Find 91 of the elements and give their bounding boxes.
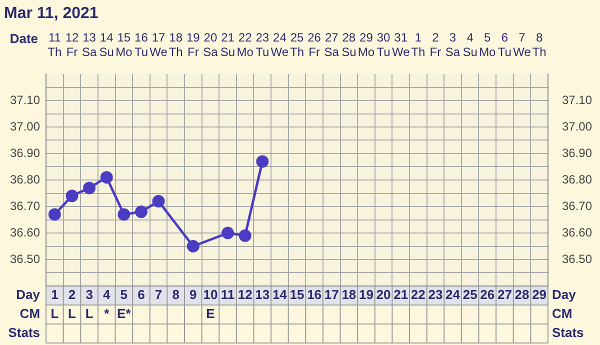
x2-tick-label: 19 Fr	[186, 30, 200, 60]
x-axis-title: Day	[552, 287, 577, 302]
x-tick-label: 15	[290, 287, 304, 302]
x-tick-label: 27	[497, 287, 512, 302]
x-tick-label: 12	[238, 287, 252, 302]
x-tick-label: 5 E*	[117, 287, 132, 322]
x2-tick-label: 6 Tu	[498, 30, 512, 60]
x2-tick-label: 4 Su	[462, 30, 478, 60]
point	[118, 208, 130, 221]
y-tick-label: 36.90	[10, 146, 40, 160]
x2-tick-label: 21 Su	[220, 30, 236, 60]
x2-tick-label: 15 Mo	[116, 30, 133, 60]
x-tick-label: 10 E	[203, 287, 218, 322]
y-tick-label: 36.60	[10, 225, 40, 240]
x2-tick-label: 24 We	[270, 30, 289, 60]
y2-tick-label: 36.90	[562, 146, 592, 160]
text: Stats	[8, 325, 40, 340]
x-tick-label: 22	[410, 287, 426, 302]
x-tick-label: 28	[514, 287, 530, 302]
x2-tick-label: 12 Fr	[65, 30, 79, 60]
x2-tick-label: 8 Th	[532, 30, 546, 60]
x2-tick-label: 22 Mo	[236, 30, 254, 60]
text: Stats	[552, 325, 584, 340]
x2-tick-label: 14 Su	[99, 30, 114, 60]
x-tick-label: 13	[255, 287, 270, 302]
x2-tick-label: 27 Sa	[324, 30, 340, 60]
x-tick-label: 20	[376, 287, 391, 302]
y2-tick-label: 36.80	[562, 172, 592, 186]
x-tick-label: 11	[220, 287, 235, 302]
x-tick-label: 19	[359, 287, 374, 302]
x2-tick-label: 16 Tu	[134, 30, 148, 60]
x-tick-label: 21	[394, 287, 408, 302]
point	[222, 226, 234, 240]
x2-tick-label: 13 Sa	[82, 30, 97, 60]
x-tick-label: 17	[324, 287, 339, 302]
x2-tick-label: 3 Sa	[445, 30, 460, 60]
x-tick-label: 2 L	[68, 287, 76, 322]
point	[186, 240, 200, 252]
x-tick-label: 4 *	[102, 287, 111, 322]
x2-tick-label: 30 Tu	[376, 30, 391, 60]
x2-tick-label: 25 Th	[290, 30, 304, 60]
x2-tick-label: 29 Mo	[358, 30, 375, 60]
y2-tick-label: 36.70	[562, 198, 592, 213]
point	[134, 206, 148, 218]
point	[100, 171, 113, 184]
x2-tick-label: 31 We	[392, 30, 410, 60]
y-tick-label: 36.50	[10, 252, 40, 266]
point	[66, 190, 78, 202]
x2-tick-label: 1 Th	[411, 30, 426, 60]
x-tick-label: 7	[154, 287, 162, 302]
x2-tick-label: 11 Th	[48, 30, 62, 60]
x-tick-label: 16	[307, 287, 322, 302]
x-tick-label: 23	[428, 287, 443, 302]
y2-tick-label: 36.50	[562, 252, 592, 266]
point	[256, 155, 269, 168]
x-tick-label: 6	[138, 287, 145, 302]
y-tick-label: 36.80	[10, 172, 40, 186]
x2-tick-label: 26 Fr	[308, 30, 322, 60]
point	[48, 208, 61, 221]
x2-tick-label: 17 We	[150, 30, 168, 60]
y-tick-label: 36.70	[10, 198, 40, 213]
point	[83, 182, 96, 194]
text: CM	[20, 306, 40, 322]
y2-tick-label: 37.00	[562, 119, 592, 134]
point	[152, 194, 165, 208]
x2-tick-label: 28 Su	[342, 30, 356, 60]
x-tick-label: 3 L	[85, 287, 94, 322]
x-tick-label: 24	[446, 287, 461, 302]
point	[238, 229, 252, 242]
y2-tick-label: 36.60	[562, 225, 592, 240]
x2-tick-label: 2 Fr	[430, 30, 442, 60]
chart-title: Mar 11, 2021	[4, 5, 98, 22]
x2-tick-label: 18 Th	[168, 30, 183, 60]
x2-tick-label: 7 We	[513, 30, 532, 60]
x-tick-label: 18	[342, 287, 356, 302]
x2-tick-label: 23 Tu	[256, 30, 270, 60]
y-tick-label: 37.00	[10, 119, 40, 134]
text: Day	[16, 287, 40, 302]
x-tick-label: 8	[172, 287, 180, 302]
x-tick-label: 14	[272, 287, 288, 302]
x2-tick-label: 20 Sa	[203, 30, 218, 60]
y-tick-label: 37.10	[10, 92, 40, 107]
x-tick-label: 25	[462, 287, 478, 302]
x-tick-label: 29	[532, 287, 547, 302]
x-tick-label: 1 L	[50, 287, 59, 322]
y2-tick-label: 37.10	[562, 92, 592, 107]
x2-tick-label: 5 Mo	[479, 30, 496, 60]
text: CM	[552, 306, 572, 322]
x-tick-label: 9	[190, 287, 197, 302]
x2-axis-title: Date	[10, 30, 38, 46]
x-tick-label: 26	[480, 287, 495, 302]
